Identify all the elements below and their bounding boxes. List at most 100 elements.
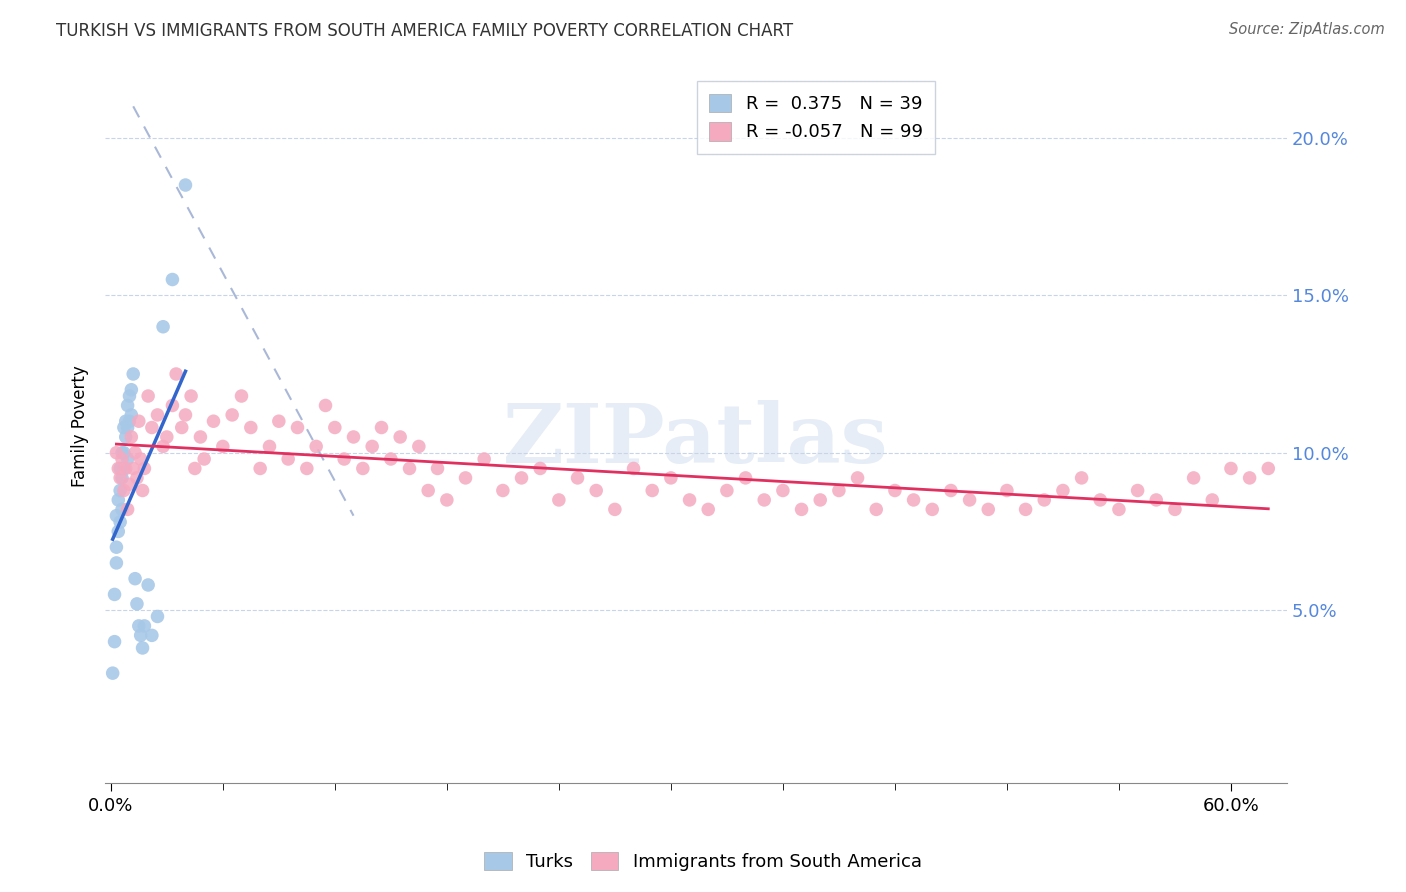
Point xyxy=(107,492,129,507)
Point xyxy=(641,483,664,498)
Point xyxy=(146,609,169,624)
Point xyxy=(772,483,794,498)
Point xyxy=(352,461,374,475)
Point xyxy=(111,446,134,460)
Point xyxy=(454,471,477,485)
Point xyxy=(408,439,430,453)
Point xyxy=(108,515,131,529)
Point xyxy=(1033,492,1056,507)
Point xyxy=(1090,492,1112,507)
Point xyxy=(162,399,184,413)
Point xyxy=(174,178,197,192)
Point xyxy=(134,619,156,633)
Point xyxy=(112,483,135,498)
Point xyxy=(1219,461,1241,475)
Point xyxy=(125,471,148,485)
Point xyxy=(162,272,184,286)
Point xyxy=(585,483,607,498)
Point xyxy=(211,439,233,453)
Point xyxy=(361,439,384,453)
Point xyxy=(734,471,756,485)
Point xyxy=(152,319,174,334)
Point xyxy=(846,471,869,485)
Point xyxy=(128,619,150,633)
Point xyxy=(1239,471,1261,485)
Point xyxy=(117,399,139,413)
Point xyxy=(152,439,174,453)
Point xyxy=(120,408,142,422)
Point xyxy=(136,389,159,403)
Point xyxy=(193,452,215,467)
Point xyxy=(105,556,128,570)
Point xyxy=(190,430,212,444)
Point xyxy=(136,578,159,592)
Point xyxy=(1108,502,1130,516)
Point xyxy=(129,628,152,642)
Point xyxy=(977,502,1000,516)
Point xyxy=(603,502,626,516)
Point xyxy=(995,483,1018,498)
Point xyxy=(659,471,682,485)
Legend: R =  0.375   N = 39, R = -0.057   N = 99: R = 0.375 N = 39, R = -0.057 N = 99 xyxy=(697,81,935,154)
Point xyxy=(105,540,128,554)
Point xyxy=(129,452,152,467)
Point xyxy=(1052,483,1074,498)
Point xyxy=(170,420,193,434)
Point xyxy=(883,483,905,498)
Point xyxy=(124,572,146,586)
Point xyxy=(342,430,364,444)
Point xyxy=(370,420,392,434)
Point xyxy=(277,452,299,467)
Point xyxy=(122,367,145,381)
Point xyxy=(903,492,925,507)
Point xyxy=(426,461,449,475)
Point xyxy=(134,461,156,475)
Point xyxy=(141,628,163,642)
Point xyxy=(131,640,153,655)
Point xyxy=(295,461,318,475)
Point xyxy=(108,471,131,485)
Point xyxy=(418,483,440,498)
Point xyxy=(111,502,134,516)
Point xyxy=(120,383,142,397)
Point xyxy=(124,446,146,460)
Point xyxy=(146,408,169,422)
Point xyxy=(114,461,136,475)
Point xyxy=(472,452,495,467)
Point xyxy=(112,461,135,475)
Point xyxy=(790,502,813,516)
Point xyxy=(120,430,142,444)
Point xyxy=(184,461,207,475)
Point xyxy=(1070,471,1092,485)
Point xyxy=(939,483,962,498)
Point xyxy=(165,367,187,381)
Point xyxy=(117,502,139,516)
Point xyxy=(315,399,337,413)
Point xyxy=(1182,471,1205,485)
Point xyxy=(112,446,135,460)
Point xyxy=(547,492,569,507)
Point xyxy=(118,414,141,428)
Point xyxy=(117,452,139,467)
Point xyxy=(105,508,128,523)
Point xyxy=(380,452,402,467)
Point xyxy=(117,420,139,434)
Point xyxy=(114,430,136,444)
Point xyxy=(1126,483,1149,498)
Point xyxy=(122,461,145,475)
Point xyxy=(398,461,420,475)
Point xyxy=(959,492,981,507)
Point xyxy=(678,492,700,507)
Point xyxy=(111,471,134,485)
Point xyxy=(323,420,346,434)
Point xyxy=(111,452,134,467)
Point xyxy=(436,492,458,507)
Point xyxy=(108,461,131,475)
Text: ZIPatlas: ZIPatlas xyxy=(503,401,889,480)
Point xyxy=(156,430,179,444)
Point xyxy=(114,414,136,428)
Point xyxy=(921,502,943,516)
Point xyxy=(131,483,153,498)
Y-axis label: Family Poverty: Family Poverty xyxy=(72,365,89,487)
Point xyxy=(107,461,129,475)
